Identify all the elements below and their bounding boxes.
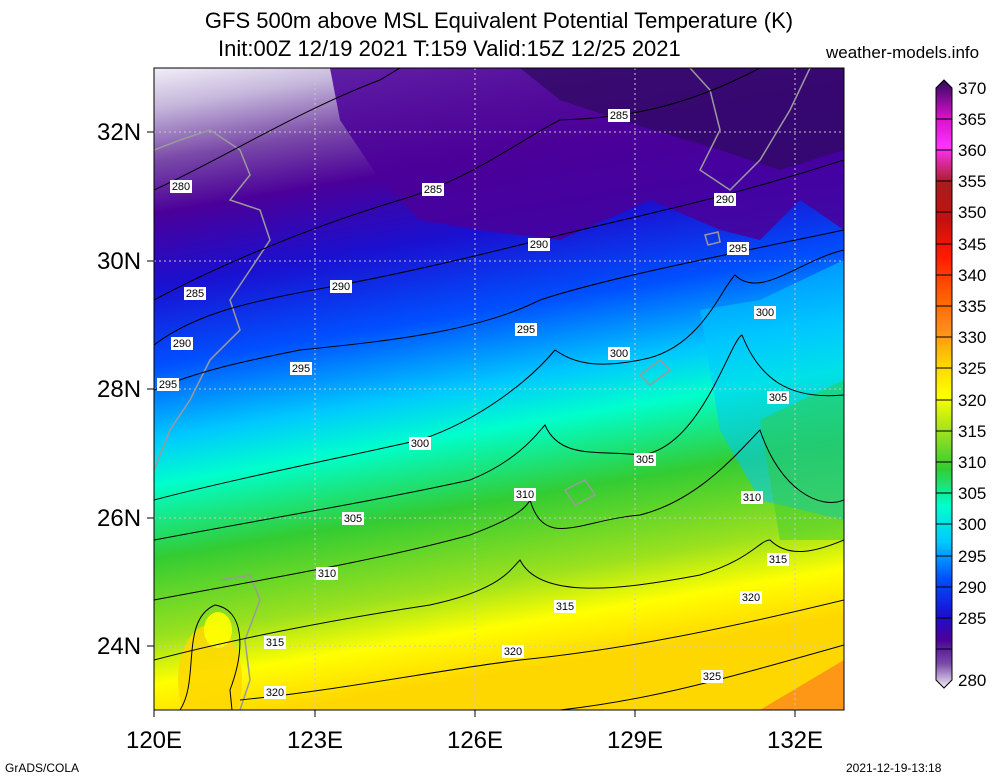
contour-label-305b: 305 (634, 453, 656, 466)
svg-text:305: 305 (769, 392, 787, 404)
contour-label-315b: 315 (554, 600, 576, 613)
svg-text:300: 300 (411, 438, 429, 450)
svg-text:320: 320 (742, 592, 760, 604)
svg-text:295: 295 (159, 379, 177, 391)
contour-label-300a: 300 (754, 306, 776, 319)
contour-label-300c: 300 (409, 437, 431, 450)
contour-label-320a: 320 (740, 591, 762, 604)
svg-text:310: 310 (743, 492, 761, 504)
svg-text:315: 315 (769, 554, 787, 566)
svg-text:285: 285 (610, 110, 628, 122)
lat-label-24n: 24N (97, 633, 153, 661)
contour-label-305a: 305 (767, 391, 789, 404)
colorbar-label: 330 (958, 328, 986, 348)
colorbar-label: 305 (958, 484, 986, 504)
svg-text:285: 285 (186, 288, 204, 300)
svg-text:310: 310 (318, 568, 336, 580)
contour-label-290b: 290 (528, 238, 550, 251)
svg-text:290: 290 (173, 338, 191, 350)
contour-label-285b: 285 (422, 183, 444, 196)
contour-label-290a: 290 (714, 193, 736, 206)
svg-text:295: 295 (517, 324, 535, 336)
colorbar-label: 365 (958, 110, 986, 130)
colorbar-label: 295 (958, 547, 986, 567)
colorbar-label: 360 (958, 141, 986, 161)
svg-text:290: 290 (716, 194, 734, 206)
contour-label-320b: 320 (502, 645, 524, 658)
contour-label-290c: 290 (330, 280, 352, 293)
contour-label-285c: 285 (184, 287, 206, 300)
svg-text:305: 305 (344, 513, 362, 525)
lon-label-129e: 129E (595, 727, 675, 755)
contour-label-285a: 285 (608, 109, 630, 122)
lon-label-132e: 132E (755, 727, 835, 755)
contour-label-295a: 295 (727, 242, 749, 255)
lon-label-120e: 120E (114, 727, 194, 755)
contour-label-315c: 315 (264, 636, 286, 649)
contour-label-310b: 310 (741, 491, 763, 504)
colorbar-label: 310 (958, 453, 986, 473)
colorbar-label: 315 (958, 422, 986, 442)
svg-text:290: 290 (530, 239, 548, 251)
lat-label-32n: 32N (97, 119, 153, 147)
colorbar-label: 285 (958, 609, 986, 629)
colorbar-label: 325 (958, 359, 986, 379)
colorbar-label: 340 (958, 266, 986, 286)
contour-label-280: 280 (170, 180, 192, 193)
lat-label-28n: 28N (97, 376, 153, 404)
svg-text:295: 295 (292, 363, 310, 375)
colorbar-label: 355 (958, 172, 986, 192)
svg-text:315: 315 (266, 637, 284, 649)
svg-text:315: 315 (556, 601, 574, 613)
contour-label-290d: 290 (171, 337, 193, 350)
colorbar-label: 335 (958, 297, 986, 317)
contour-label-305c: 305 (342, 512, 364, 525)
svg-text:290: 290 (332, 281, 350, 293)
contour-label-310c: 310 (316, 567, 338, 580)
contour-label-320c: 320 (264, 686, 286, 699)
svg-text:310: 310 (516, 489, 534, 501)
lon-label-123e: 123E (275, 727, 355, 755)
contour-label-315a: 315 (767, 553, 789, 566)
colorbar (936, 80, 952, 688)
svg-text:300: 300 (756, 307, 774, 319)
colorbar-label: 345 (958, 235, 986, 255)
colorbar-label: 370 (958, 79, 986, 99)
contour-label-325: 325 (701, 670, 723, 683)
colorbar-label: 300 (958, 515, 986, 535)
lat-label-30n: 30N (97, 248, 153, 276)
svg-text:300: 300 (610, 348, 628, 360)
svg-text:280: 280 (172, 181, 190, 193)
colorbar-label: 320 (958, 391, 986, 411)
colorbar-label: 280 (958, 671, 986, 691)
contour-label-310a: 310 (514, 488, 536, 501)
contour-label-300b: 300 (608, 347, 630, 360)
timestamp: 2021-12-19-13:18 (846, 761, 941, 775)
theta-e-field: 285 280 285 290 290 295 285 290 300 295 … (154, 68, 844, 735)
software-credit: GrADS/COLA (5, 761, 79, 775)
contour-label-295c: 295 (290, 362, 312, 375)
lon-label-126e: 126E (435, 727, 515, 755)
svg-text:285: 285 (424, 184, 442, 196)
svg-text:305: 305 (636, 454, 654, 466)
contour-label-295d: 295 (157, 378, 179, 391)
svg-text:295: 295 (729, 243, 747, 255)
svg-text:320: 320 (266, 687, 284, 699)
lat-label-26n: 26N (97, 505, 153, 533)
colorbar-label: 290 (958, 578, 986, 598)
svg-text:325: 325 (703, 671, 721, 683)
contour-label-295b: 295 (515, 323, 537, 336)
svg-text:320: 320 (504, 646, 522, 658)
colorbar-label: 350 (958, 203, 986, 223)
